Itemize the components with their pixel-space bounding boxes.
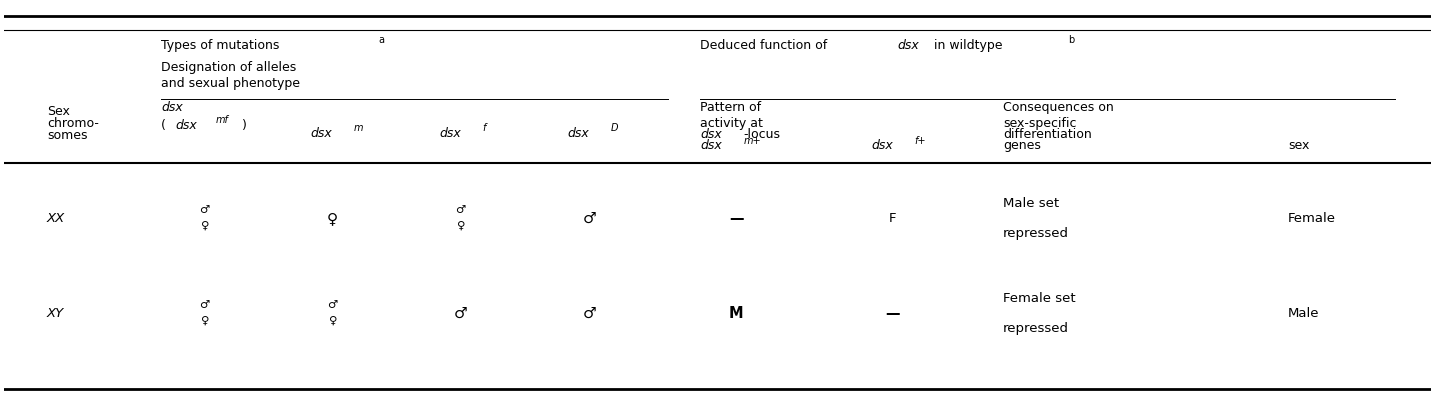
Text: dsx: dsx xyxy=(568,127,590,140)
Text: dsx: dsx xyxy=(311,127,333,140)
Text: Consequences on: Consequences on xyxy=(1003,101,1114,114)
Text: sex: sex xyxy=(1289,139,1310,152)
Text: Female: Female xyxy=(1289,212,1336,225)
Text: m+: m+ xyxy=(743,136,761,146)
Text: and sexual phenotype: and sexual phenotype xyxy=(161,77,300,90)
Text: in wildtype: in wildtype xyxy=(930,39,1003,52)
Text: ♂: ♂ xyxy=(199,205,210,215)
Text: dsx: dsx xyxy=(161,101,182,114)
Text: ♀: ♀ xyxy=(199,316,208,326)
Text: ♀: ♀ xyxy=(329,316,336,326)
Text: Male: Male xyxy=(1289,307,1320,320)
Text: somes: somes xyxy=(47,128,88,142)
Text: —: — xyxy=(729,211,743,226)
Text: activity at: activity at xyxy=(700,117,763,130)
Text: differentiation: differentiation xyxy=(1003,128,1092,141)
Text: Female set: Female set xyxy=(1003,292,1075,305)
Text: f+: f+ xyxy=(914,136,926,146)
Text: dsx: dsx xyxy=(700,139,722,152)
Text: -locus: -locus xyxy=(743,128,781,141)
Text: ♂: ♂ xyxy=(199,300,210,310)
Text: Pattern of: Pattern of xyxy=(700,101,762,114)
Text: (: ( xyxy=(161,119,166,132)
Text: ♀: ♀ xyxy=(199,220,208,230)
Text: Sex: Sex xyxy=(47,105,70,118)
Text: ♀: ♀ xyxy=(327,211,337,226)
Text: dsx: dsx xyxy=(439,127,461,140)
Text: mf: mf xyxy=(215,115,228,125)
Text: a: a xyxy=(377,35,385,45)
Text: repressed: repressed xyxy=(1003,322,1069,335)
Text: ♂: ♂ xyxy=(453,306,468,321)
Text: D: D xyxy=(610,123,618,133)
Text: b: b xyxy=(1069,35,1075,45)
Text: Deduced function of: Deduced function of xyxy=(700,39,832,52)
Text: Designation of alleles: Designation of alleles xyxy=(161,61,297,74)
Text: dsx: dsx xyxy=(175,119,197,132)
Text: ♂: ♂ xyxy=(327,300,337,310)
Text: —: — xyxy=(885,306,900,321)
Text: XY: XY xyxy=(47,307,65,320)
Text: m: m xyxy=(353,123,363,133)
Text: dsx: dsx xyxy=(700,128,722,141)
Text: repressed: repressed xyxy=(1003,227,1069,240)
Text: ♂: ♂ xyxy=(583,211,596,226)
Text: dsx: dsx xyxy=(897,39,918,52)
Text: f: f xyxy=(482,123,485,133)
Text: ♀: ♀ xyxy=(456,220,465,230)
Text: F: F xyxy=(890,212,897,225)
Text: dsx: dsx xyxy=(871,139,894,152)
Text: ♂: ♂ xyxy=(455,205,466,215)
Text: M: M xyxy=(729,306,743,321)
Text: Types of mutations: Types of mutations xyxy=(161,39,280,52)
Text: chromo-: chromo- xyxy=(47,117,99,130)
Text: ♂: ♂ xyxy=(583,306,596,321)
Text: XX: XX xyxy=(47,212,65,225)
Text: Male set: Male set xyxy=(1003,197,1059,210)
Text: genes: genes xyxy=(1003,139,1040,152)
Text: sex-specific: sex-specific xyxy=(1003,117,1076,130)
Text: ): ) xyxy=(243,119,247,132)
